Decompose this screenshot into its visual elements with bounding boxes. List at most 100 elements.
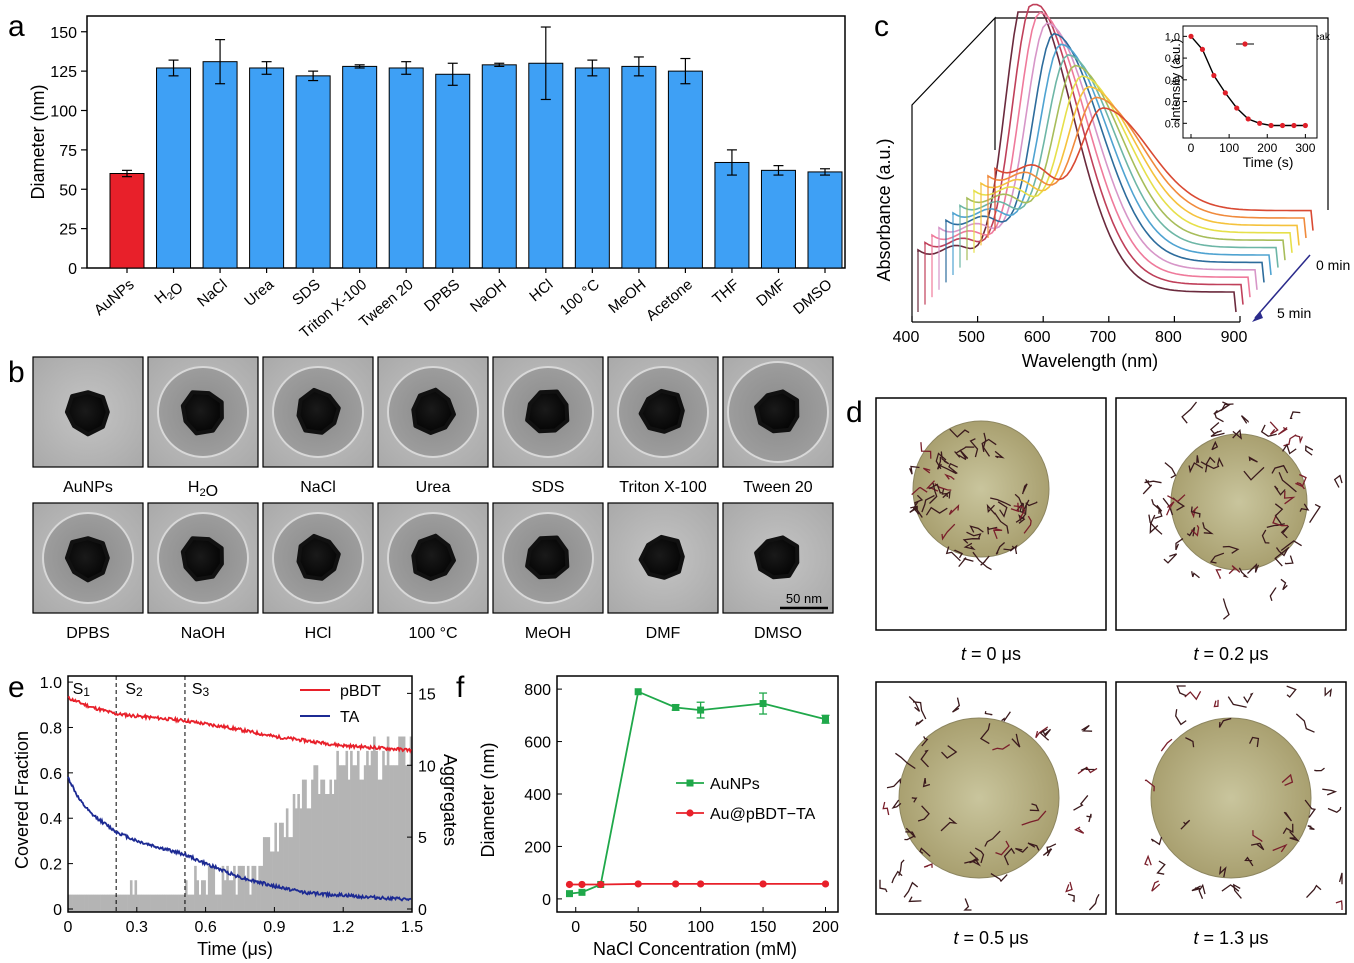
polymer-strand — [1295, 713, 1315, 733]
panel-a-xtick-label: THF — [709, 276, 742, 308]
panel-e-xlabel: Time (μs) — [197, 939, 273, 959]
aggregate-bar — [70, 894, 73, 912]
polymer-strand — [979, 723, 991, 745]
gold-core — [525, 535, 570, 580]
polymer-strand — [1274, 485, 1286, 496]
aggregate-bar — [283, 837, 287, 912]
inset-legend-marker — [1242, 41, 1248, 47]
bar-meoh — [621, 65, 657, 269]
aggregate-bar — [262, 837, 266, 912]
data-point-square — [759, 700, 767, 708]
panel-e-frame — [67, 675, 413, 913]
aggregate-bar — [127, 894, 131, 912]
polymer-strand — [940, 817, 958, 832]
aggregate-bar — [327, 794, 330, 912]
aggregate-bar — [265, 837, 268, 912]
polymer-strand — [919, 847, 931, 857]
aggregate-bar — [338, 765, 342, 912]
polymer-strand — [1144, 779, 1155, 792]
panel-a-ylabel: Diameter (nm) — [28, 84, 48, 199]
gold-core — [525, 389, 570, 434]
polymer-strand — [980, 555, 990, 566]
aggregate-bar — [329, 779, 333, 912]
inset-point — [1199, 46, 1206, 52]
aggregate-bar — [150, 894, 154, 912]
aggregate-bar — [389, 765, 392, 912]
spectrum-line — [952, 43, 1272, 276]
polymer-strand — [1299, 503, 1310, 512]
aggregate-bar — [368, 765, 372, 912]
data-point-circle — [597, 880, 605, 889]
panel-a-xtick-label: HCl — [526, 276, 556, 305]
polymer-strand — [1217, 456, 1224, 467]
polymer-strand — [1074, 826, 1085, 834]
aggregate-bar — [164, 894, 167, 912]
inset-point — [1234, 105, 1240, 111]
aggregate-bar — [237, 865, 241, 912]
polymer-strand — [1222, 545, 1240, 554]
bar-acetone — [667, 70, 703, 269]
polymer-strand — [1065, 881, 1073, 893]
aggregate-bar — [106, 894, 110, 912]
tem-label: H2O — [188, 479, 218, 500]
inset-xtick-label: 300 — [1295, 141, 1315, 155]
polymer-strand — [1211, 440, 1219, 451]
aggregate-bar — [288, 837, 291, 912]
polymer-strand — [1144, 480, 1162, 484]
legend-label-pbdt: pBDT — [340, 683, 381, 700]
aggregate-bar — [352, 765, 355, 912]
panel-a-xtick-label: DPBS — [421, 276, 463, 315]
bar-triton-x-100 — [342, 65, 378, 269]
polymer-strand — [1247, 563, 1260, 574]
aggregate-bar — [354, 765, 358, 912]
polymer-strand — [1260, 424, 1277, 437]
gold-core — [180, 536, 224, 582]
aggregate-bar — [336, 750, 339, 912]
tem-label: NaCl — [300, 479, 336, 496]
aggregate-bar — [210, 865, 213, 912]
bar-aunps — [109, 173, 145, 269]
polymer-strand — [1296, 481, 1306, 490]
panel-a-ytick-label: 150 — [50, 25, 77, 42]
inset-point — [1211, 72, 1217, 79]
panel-c-xtick-label: 500 — [958, 329, 985, 346]
polymer-strand — [981, 438, 997, 453]
polymer-strand — [1011, 733, 1021, 748]
polymer-strand — [944, 473, 955, 481]
inset-point — [1257, 120, 1263, 126]
polymer-strand — [1335, 900, 1343, 910]
aggregate-bar — [398, 736, 401, 912]
panel-f-ylabel: Diameter (nm) — [478, 742, 498, 857]
polymer-strand — [1244, 856, 1254, 867]
bar-h2o — [156, 67, 192, 269]
tem-label: Tween 20 — [743, 479, 813, 496]
polymer-strand — [1232, 428, 1243, 440]
legend-label-0: AuNPs — [710, 776, 760, 793]
aggregate-bar — [233, 865, 236, 912]
panel-c-ylabel: Absorbance (a.u.) — [874, 138, 894, 281]
series-ta — [67, 776, 412, 902]
polymer-strand — [1280, 578, 1288, 591]
polymer-strand — [953, 549, 964, 559]
particle-globule — [1170, 433, 1308, 571]
polymer-strand — [1190, 506, 1201, 518]
polymer-strand — [1280, 540, 1302, 552]
aggregate-bar — [361, 779, 365, 912]
aggregate-bar — [136, 894, 140, 912]
inset-ytick-label: 0.9 — [1165, 53, 1180, 65]
aggregate-bar — [320, 779, 323, 912]
polymer-strand — [1213, 403, 1234, 415]
spectrum-line — [931, 11, 1251, 298]
polymer-strand — [1274, 503, 1284, 525]
aggregate-bar — [81, 894, 85, 912]
aggregate-bar — [141, 894, 144, 912]
polymer-strand — [1280, 525, 1290, 539]
polymer-strand — [1176, 685, 1187, 697]
polymer-strand — [1014, 493, 1023, 511]
inset-xtick-label: 0 — [1188, 141, 1195, 155]
polymer-strand — [1035, 726, 1049, 739]
aggregate-bar — [363, 765, 367, 912]
panel-e-ytick-label: 0.8 — [40, 720, 62, 737]
aggregate-bar — [182, 894, 186, 912]
polymer-strand — [1021, 483, 1028, 495]
